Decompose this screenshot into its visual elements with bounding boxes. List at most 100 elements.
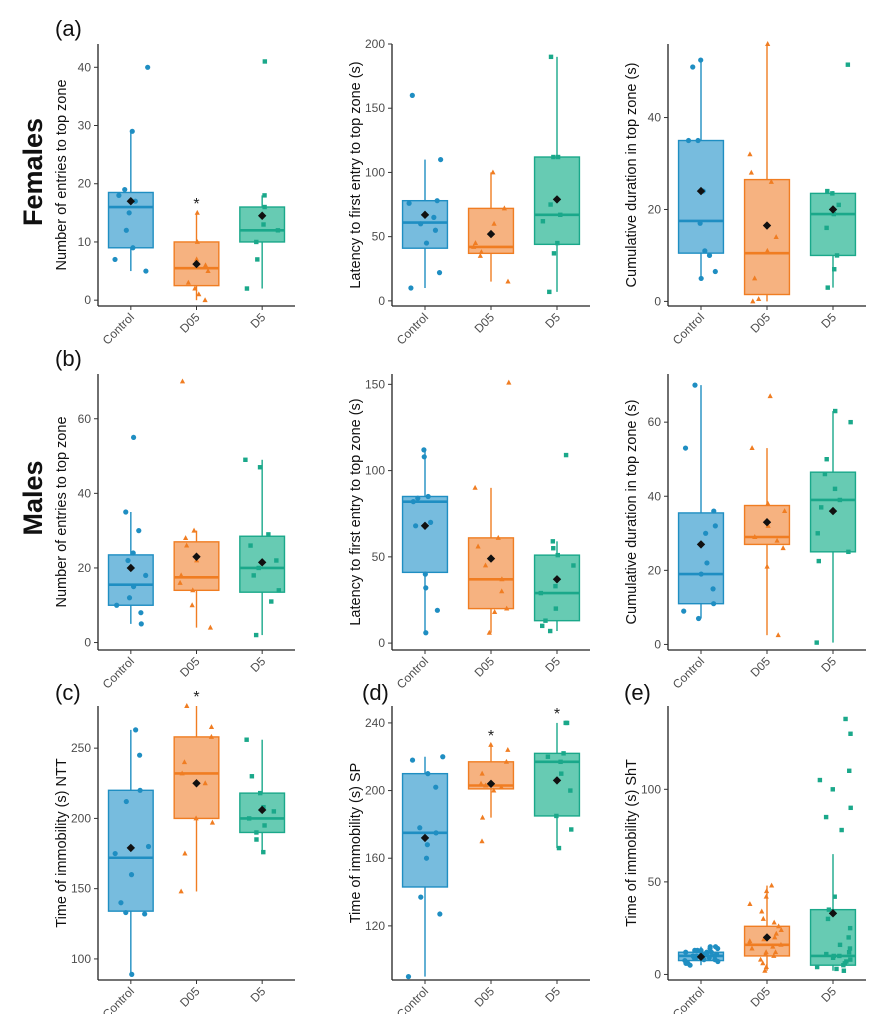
data-point — [703, 951, 710, 957]
data-point — [208, 733, 214, 739]
data-point — [747, 151, 753, 157]
y-tick-label: 0 — [84, 293, 91, 307]
data-point — [571, 563, 576, 568]
data-point — [693, 955, 699, 961]
data-point — [825, 916, 831, 922]
mean-marker — [192, 552, 201, 561]
data-point — [122, 186, 128, 193]
data-point — [771, 919, 777, 925]
data-point — [832, 267, 837, 272]
data-point — [275, 228, 281, 233]
iqr-box — [743, 178, 791, 296]
data-point — [406, 200, 412, 206]
data-point — [778, 941, 784, 947]
data-point — [564, 720, 570, 726]
y-tick-label: 150 — [365, 101, 385, 115]
data-point — [434, 607, 440, 613]
data-point — [421, 454, 427, 460]
mean-marker — [126, 843, 136, 853]
data-point — [847, 925, 853, 931]
y-tick-label: 50 — [648, 875, 662, 889]
mean-marker — [762, 517, 772, 527]
data-point — [749, 945, 755, 951]
data-point — [749, 445, 755, 451]
data-point — [477, 252, 483, 258]
data-point — [710, 586, 716, 592]
data-point — [698, 947, 704, 953]
data-point — [495, 534, 501, 540]
data-point — [409, 92, 415, 98]
data-point — [712, 523, 718, 529]
data-point — [415, 495, 421, 501]
data-point — [848, 805, 853, 811]
data-point — [568, 788, 573, 793]
y-tick-label: 20 — [648, 563, 662, 577]
data-point — [208, 724, 215, 730]
data-point — [427, 519, 434, 525]
data-point — [194, 256, 200, 262]
y-tick-label: 0 — [378, 636, 385, 650]
data-point — [192, 285, 198, 291]
mean-marker — [486, 779, 496, 789]
data-point — [183, 535, 189, 541]
data-point — [423, 855, 430, 861]
data-point — [130, 550, 136, 556]
data-point — [486, 629, 492, 635]
data-point — [123, 509, 129, 515]
mean-marker — [126, 197, 136, 206]
data-point — [834, 253, 840, 258]
data-point — [209, 819, 216, 825]
data-point — [765, 41, 771, 46]
data-point — [184, 542, 190, 548]
data-point — [551, 546, 556, 551]
mean-marker — [828, 909, 838, 918]
y-tick-label: 200 — [365, 784, 385, 798]
box-d5 — [809, 716, 857, 973]
data-point — [551, 251, 557, 256]
data-point — [136, 528, 142, 534]
mean-marker — [126, 563, 136, 573]
x-tick-label: Control — [670, 654, 707, 691]
y-tick-label: 40 — [78, 486, 92, 500]
x-tick-label: Control — [670, 984, 707, 1014]
data-point — [424, 842, 430, 848]
y-tick-label: 30 — [78, 119, 92, 133]
data-point — [551, 154, 556, 160]
box-control — [401, 92, 449, 291]
data-point — [765, 522, 771, 528]
mean-marker — [420, 210, 430, 220]
iqr-box — [467, 537, 515, 610]
data-point — [776, 923, 782, 929]
data-point — [130, 434, 137, 441]
mean-marker — [828, 205, 838, 214]
y-tick-label: 100 — [641, 782, 661, 796]
y-tick-label: 0 — [84, 636, 91, 650]
x-tick-label: D05 — [748, 654, 774, 680]
y-axis-title: Time of immobility (s) SP — [348, 763, 364, 924]
data-point — [697, 220, 703, 226]
data-point — [816, 558, 821, 564]
y-tick-label: 0 — [378, 294, 385, 308]
data-point — [254, 239, 259, 245]
box-d05: * — [467, 728, 515, 844]
data-point — [711, 508, 717, 514]
data-point — [266, 532, 271, 537]
x-tick-label: D5 — [542, 654, 563, 675]
y-tick-label: 20 — [648, 202, 662, 216]
data-point — [143, 572, 149, 579]
data-point — [181, 759, 188, 765]
x-tick-label: D05 — [472, 984, 498, 1010]
data-point — [193, 815, 199, 821]
data-point — [841, 968, 847, 973]
data-point — [768, 178, 774, 184]
data-point — [772, 934, 778, 940]
y-axis-title: Cumulative duration in top zone (s) — [624, 400, 640, 625]
mean-marker — [696, 186, 706, 196]
data-point — [847, 946, 853, 951]
data-point — [683, 949, 689, 955]
data-point — [246, 816, 252, 821]
data-point — [440, 754, 446, 760]
data-point — [423, 630, 429, 636]
data-point — [499, 588, 505, 594]
